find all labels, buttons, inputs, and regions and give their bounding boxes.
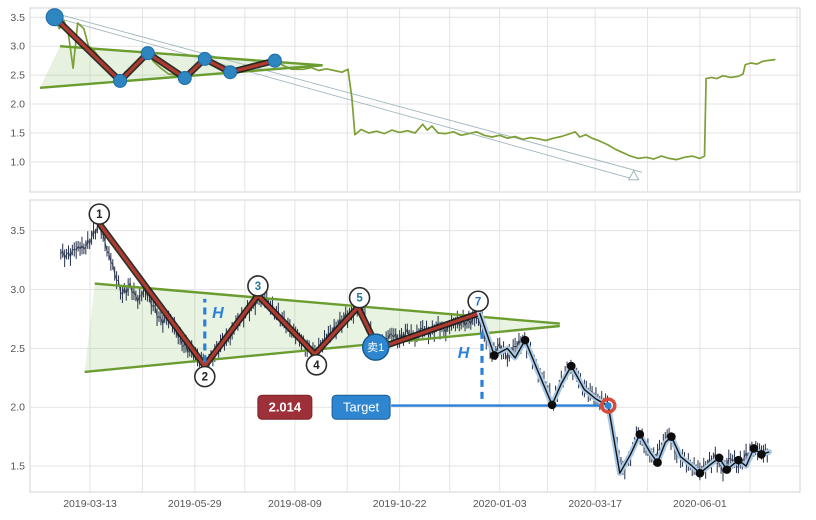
wave-label-circle [348, 286, 371, 309]
zigzag-marker [140, 46, 155, 61]
h-label: H [212, 305, 224, 322]
price-target-badge [257, 394, 313, 420]
wave-label-circle [247, 275, 269, 297]
x-tick-label: 2019-08-09 [268, 498, 322, 510]
wave-label-text: 5 [356, 293, 363, 305]
wave-label-text: 1 [96, 209, 103, 221]
price-line [53, 16, 776, 161]
sell-signal-badge [361, 333, 390, 361]
y-tick-label: 3.5 [10, 12, 25, 24]
y-tick-label: 2.0 [10, 402, 25, 414]
target-badge [331, 394, 391, 420]
y-tick-label: 2.5 [10, 70, 25, 82]
swing-dot [567, 361, 576, 371]
y-tick-label: 3.5 [10, 225, 25, 237]
y-tick-label: 1.0 [10, 156, 25, 168]
zigzag-marker [113, 73, 128, 88]
swing-dot [653, 458, 662, 467]
zigzag-marker [197, 51, 212, 66]
target-badge-label: Target [343, 400, 380, 415]
wave-label-circle [305, 354, 328, 376]
zigzag-marker [45, 8, 64, 27]
swing-dot [547, 400, 557, 410]
target-hit-marker-ring [600, 397, 617, 414]
triangle-pattern-fill [40, 46, 323, 88]
wave-label-circle [88, 203, 111, 225]
swing-dot [667, 432, 676, 441]
y-tick-label: 1.5 [10, 127, 25, 139]
swing-dot [635, 430, 645, 439]
channel-line [54, 16, 630, 179]
x-tick-label: 2020-03-17 [568, 498, 622, 510]
wave-label-text: 3 [255, 281, 261, 293]
swing-dot [520, 335, 530, 345]
zigzag-marker [177, 71, 192, 86]
channel-end-marker [627, 169, 640, 181]
y-tick-label: 3.0 [10, 41, 25, 53]
swing-dot [714, 453, 724, 463]
sell-signal-label: 卖1 [367, 341, 384, 354]
swing-dot [757, 450, 766, 459]
x-tick-label: 2019-05-29 [168, 498, 222, 510]
swing-dot [695, 468, 705, 478]
price-target-badge-label: 2.014 [269, 400, 302, 415]
y-tick-label: 1.5 [10, 461, 25, 473]
x-tick-label: 2020-01-03 [473, 498, 527, 510]
swing-dot [749, 444, 759, 453]
swing-dot [490, 351, 499, 360]
x-tick-label: 2019-03-13 [63, 498, 117, 510]
swing-dot [722, 465, 732, 474]
channel-line [56, 13, 643, 173]
zigzag-marker [223, 65, 238, 80]
target-hit-marker [604, 402, 612, 409]
x-tick-label: 2020-06-01 [673, 498, 727, 510]
y-tick-label: 3.0 [10, 284, 25, 296]
plot-area [29, 7, 801, 193]
swing-dot [734, 455, 743, 465]
wave-label-circle [193, 365, 216, 388]
wave-label-circle [467, 290, 489, 313]
wave-label-text: 7 [475, 296, 481, 308]
detail-chart-panel: 3.5 3.0 2.5 2.0 1.5 2019-03-13 2019-05-29 2019-… [10, 199, 801, 510]
h-label: H [458, 345, 470, 362]
overview-chart-panel: 3.5 3.0 2.5 2.0 1.5 1.0 [10, 7, 801, 193]
x-tick-label: 2019-10-22 [373, 498, 427, 510]
zigzag-marker [267, 53, 282, 68]
y-tick-label: 2.0 [10, 99, 25, 111]
wave-label-text: 2 [202, 372, 208, 384]
wave-label-text: 4 [313, 360, 320, 372]
y-tick-label: 2.5 [10, 343, 25, 355]
